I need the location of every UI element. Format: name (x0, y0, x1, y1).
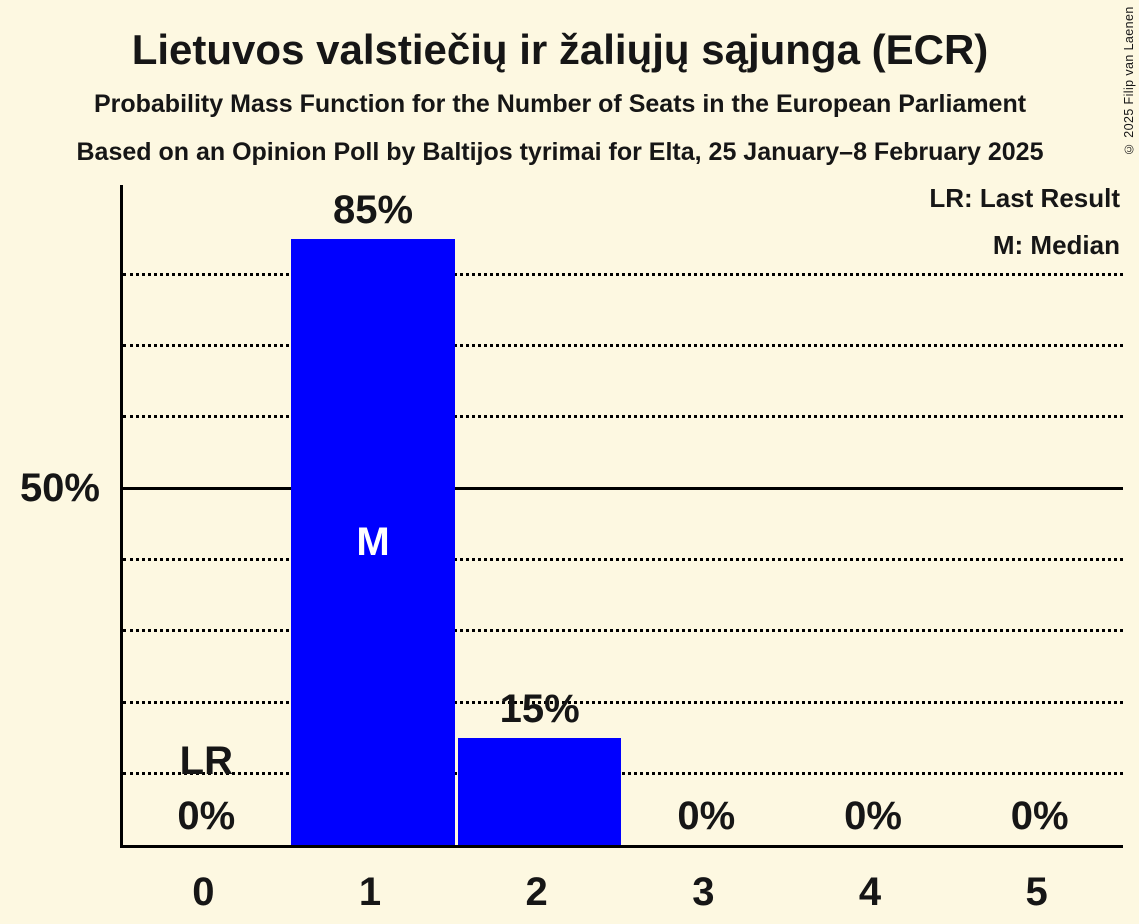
gridline-dotted-80pct (123, 272, 1123, 276)
gridline-dotted-40pct (123, 558, 1123, 562)
x-tick-label-4: 4 (858, 870, 882, 914)
legend-last-result: LR: Last Result (929, 183, 1120, 213)
bar-value-label-seats-1: 85% (332, 187, 414, 232)
chart-subtitle-line2: Based on an Opinion Poll by Baltijos tyr… (76, 138, 1044, 166)
copyright-notice: © 2025 Filip van Laenen (1122, 6, 1136, 156)
gridline-dotted-60pct (123, 415, 1123, 419)
bar-value-label-seats-5: 0% (1010, 794, 1069, 838)
x-tick-label-5: 5 (1025, 870, 1048, 914)
x-tick-label-0: 0 (192, 870, 215, 914)
plot-area: 0% 85% 15% 0% 0% 0% M LR (120, 185, 1123, 848)
gridline-dotted-30pct (123, 629, 1123, 633)
bar-seats-2 (457, 737, 622, 845)
chart-subtitle-line1: Probability Mass Function for the Number… (93, 90, 1027, 118)
gridline-dotted-10pct (123, 772, 1123, 776)
chart-title: Lietuvos valstiečių ir žaliųjų sąjunga (… (131, 26, 989, 73)
last-result-marker: LR (179, 738, 233, 783)
x-tick-label-2: 2 (525, 870, 548, 914)
legend-median: M: Median (992, 230, 1120, 260)
bar-seats-1 (291, 238, 455, 845)
gridline-solid-50pct (123, 486, 1123, 490)
legend: LR: Last Result M: Median (929, 184, 1120, 259)
bar-value-label-seats-2: 15% (499, 686, 580, 731)
gridline-dotted-70pct (123, 344, 1123, 348)
median-marker: M (356, 519, 390, 564)
x-tick-label-1: 1 (358, 870, 382, 914)
gridline-dotted-20pct (123, 700, 1123, 704)
bar-value-label-seats-4: 0% (844, 794, 902, 838)
bar-value-label-seats-0: 0% (177, 794, 236, 838)
bar-value-label-seats-3: 0% (677, 794, 736, 838)
y-axis-tick-label: 50% (19, 466, 100, 510)
x-tick-label-3: 3 (692, 870, 715, 914)
